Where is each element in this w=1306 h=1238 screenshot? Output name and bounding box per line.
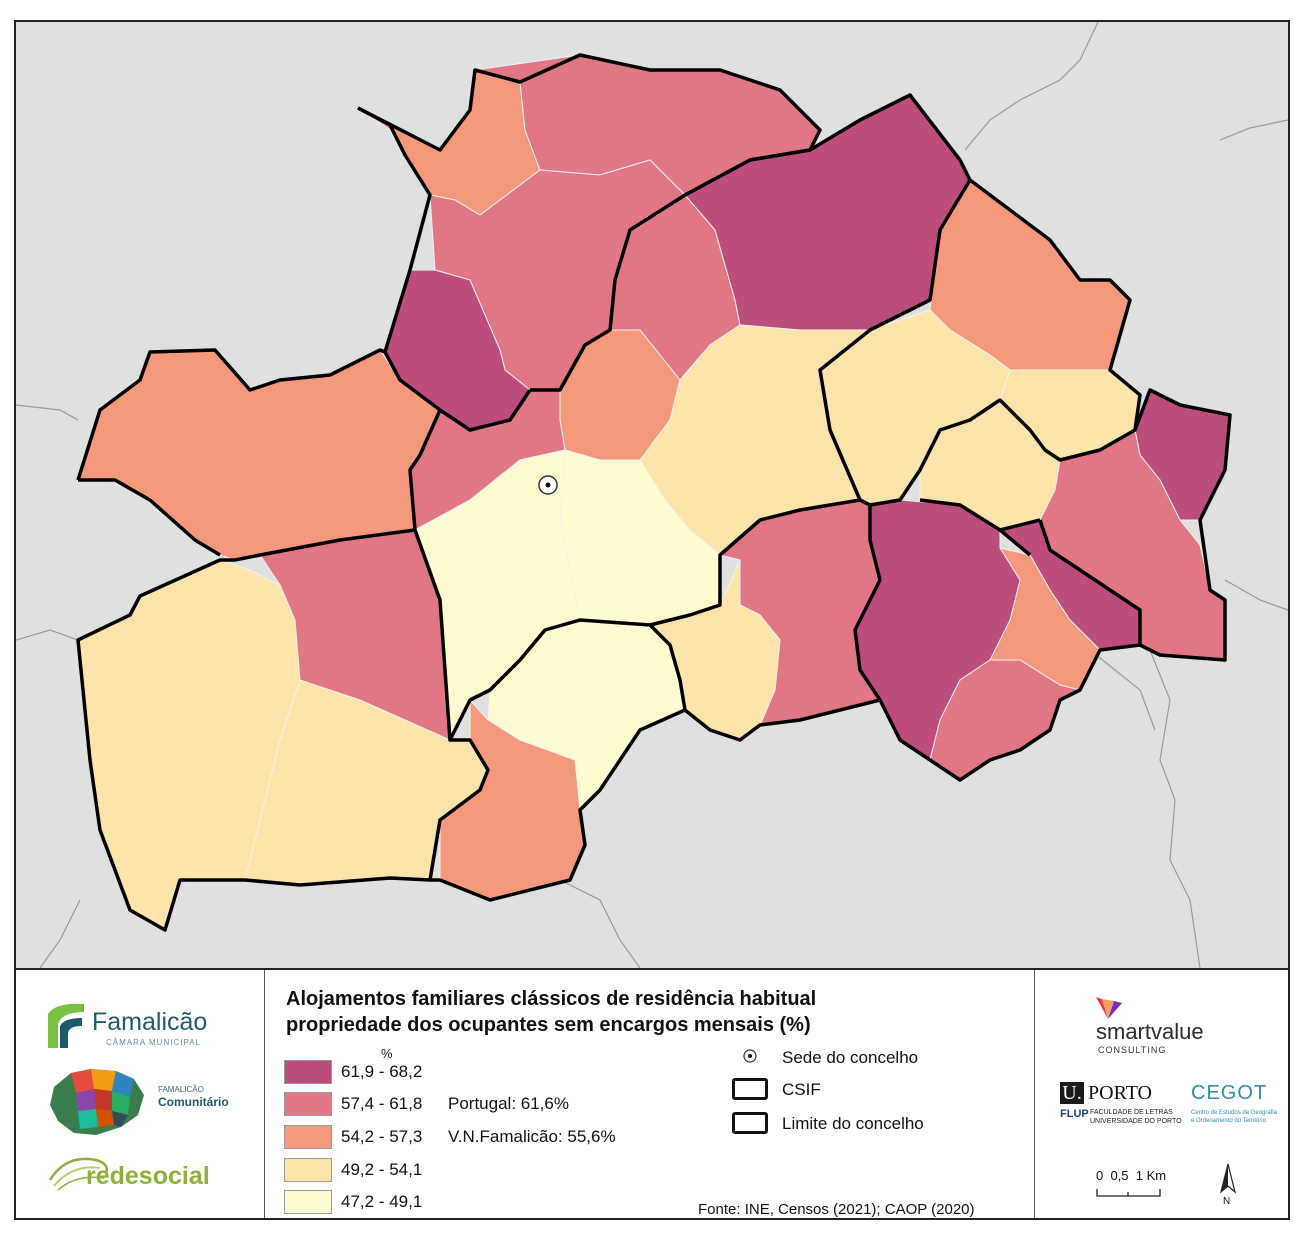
- smartvalue-mark-icon: [1096, 997, 1122, 1019]
- sede-legend-label: Sede do concelho: [782, 1048, 919, 1067]
- famalicao-logo-mark-icon: [48, 1003, 84, 1048]
- source-note: Fonte: INE, Censos (2021); CAOP (2020): [698, 1201, 975, 1218]
- parishes: [77, 54, 1231, 931]
- legend-swatch-1: [284, 1060, 332, 1084]
- map-title: Alojamentos familiares clássicos de resi…: [286, 986, 816, 1038]
- portugal-reference-value: Portugal: 61,6%: [448, 1094, 569, 1113]
- csif-legend-label: CSIF: [782, 1080, 821, 1099]
- limite-legend-label: Limite do concelho: [782, 1114, 924, 1133]
- cegot-subtitle-line-2: e Ordenamento do Território: [1191, 1118, 1266, 1124]
- map-title-line-1: Alojamentos familiares clássicos de resi…: [286, 988, 817, 1010]
- uporto-name: PORTO: [1088, 1082, 1153, 1104]
- north-arrow-icon: [1219, 1163, 1237, 1194]
- parish-mosaic-icon: [50, 1069, 144, 1135]
- scale-bar: 0 0,5 1 Km: [1092, 1166, 1192, 1206]
- smartvalue-name: smartvalue: [1096, 1019, 1204, 1044]
- redesocial-logo: redesocial: [46, 1150, 236, 1205]
- flup-faculty-line-2: UNIVERSIDADE DO PORTO: [1090, 1118, 1182, 1125]
- flup-name: FLUP: [1060, 1108, 1089, 1120]
- comunitario-name: Comunitário: [158, 1095, 229, 1109]
- legend-class-label-4: 49,2 - 54,1: [341, 1160, 423, 1179]
- north-label: N: [1223, 1196, 1231, 1207]
- legend-swatch-4: [284, 1158, 332, 1182]
- legend-class-label-2: 57,4 - 61,8: [341, 1094, 423, 1113]
- legend-class-label-3: 54,2 - 57,3: [341, 1127, 423, 1146]
- limite-symbol: [732, 1112, 768, 1134]
- choropleth-map: [16, 22, 1288, 968]
- legend-separator-right: [1034, 970, 1035, 1218]
- smartvalue-subtitle: CONSULTING: [1098, 1045, 1167, 1055]
- legend-panel: Famalicão CÂMARA MUNICIPAL FAMALICÃO Com…: [16, 968, 1288, 1218]
- cegot-subtitle: Centro de Estudos de Geografia e Ordenam…: [1191, 1109, 1277, 1125]
- legend-swatch-5: [284, 1190, 332, 1214]
- uporto-u: U.: [1060, 1082, 1084, 1104]
- redesocial-name: redesocial: [86, 1162, 210, 1190]
- uporto-logo: U. PORTO FLUP FACULDADE DE LETRAS UNIVER…: [1060, 1082, 1190, 1132]
- cegot-subtitle-line-1: Centro de Estudos de Geografia: [1191, 1110, 1278, 1116]
- csif-boundaries: [76, 53, 1232, 932]
- redesocial-swoosh-icon: [48, 1157, 109, 1191]
- sede-symbol-icon: [743, 1049, 757, 1063]
- smartvalue-logo: smartvalue CONSULTING: [1094, 995, 1254, 1060]
- famalicao-logo: Famalicão CÂMARA MUNICIPAL: [46, 1000, 226, 1056]
- legend-unit: %: [381, 1046, 393, 1061]
- legend-swatch-3: [284, 1125, 332, 1149]
- flup-faculty-line-1: FACULDADE DE LETRAS: [1090, 1109, 1173, 1116]
- csif-symbol: [732, 1078, 768, 1100]
- scale-bar-label: 0 0,5 1 Km: [1096, 1168, 1167, 1183]
- famalicao-subtitle: CÂMARA MUNICIPAL: [106, 1038, 201, 1047]
- famalicao-name: Famalicão: [92, 1008, 208, 1036]
- neighbour-boundaries: [16, 22, 1288, 968]
- scale-bar-line-icon: [1096, 1189, 1161, 1197]
- famalicao-reference-value: V.N.Famalicão: 55,6%: [448, 1127, 616, 1146]
- legend-separator-left: [264, 970, 265, 1218]
- comunitario-subtitle: FAMALICÃO: [158, 1085, 204, 1094]
- sede-do-concelho-marker: [538, 475, 558, 495]
- map-title-line-2: propriedade dos ocupantes sem encargos m…: [286, 1014, 811, 1036]
- cegot-logo: CEGOT Centro de Estudos de Geografia e O…: [1189, 1082, 1289, 1132]
- legend-class-label-5: 47,2 - 49,1: [341, 1192, 423, 1211]
- cegot-name: CEGOT: [1191, 1082, 1268, 1104]
- north-arrow: N: [1216, 1162, 1240, 1212]
- legend-class-label-1: 61,9 - 68,2: [341, 1062, 423, 1081]
- famalicao-comunitario-logo: FAMALICÃO Comunitário: [46, 1065, 236, 1140]
- flup-faculty: FACULDADE DE LETRAS UNIVERSIDADE DO PORT…: [1090, 1108, 1182, 1126]
- legend-swatch-2: [284, 1092, 332, 1116]
